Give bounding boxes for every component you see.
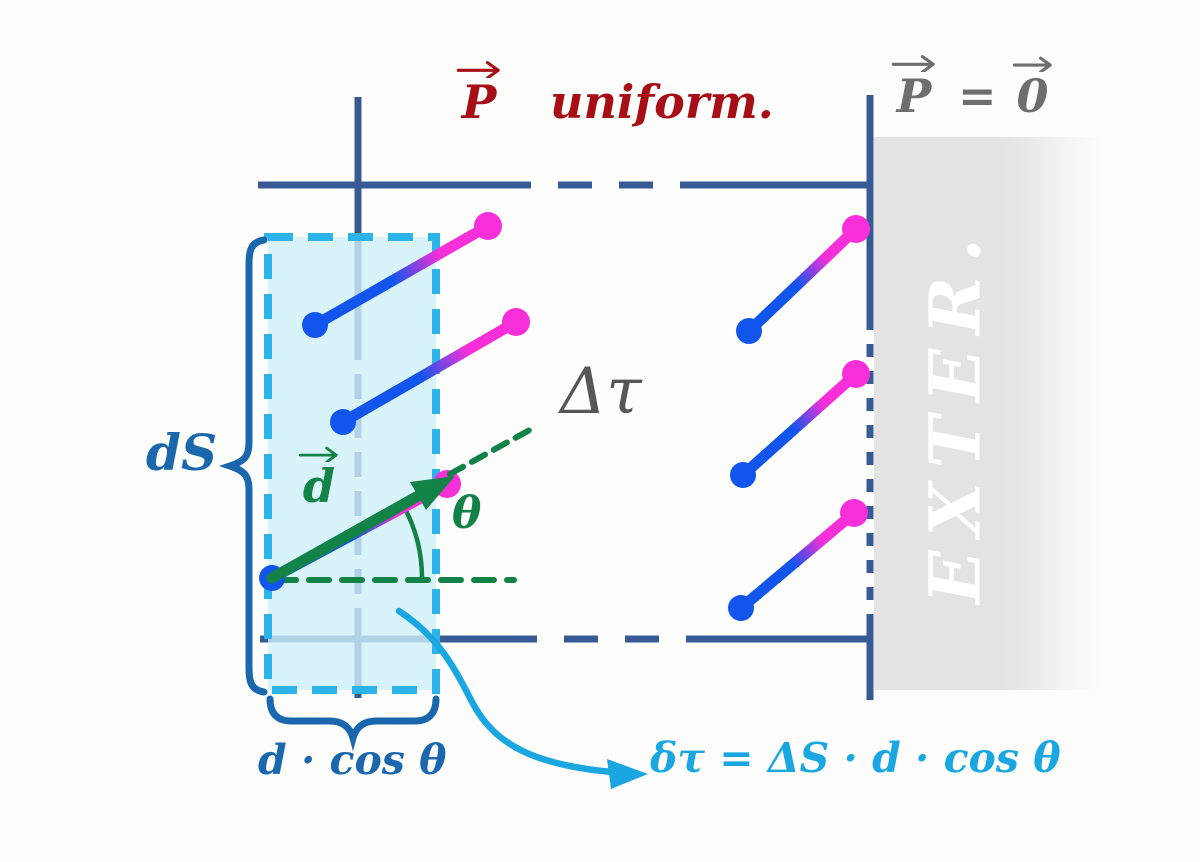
surface-element-label: dS	[146, 423, 218, 482]
positive-charge-dot	[474, 212, 502, 240]
dipole-line	[312, 221, 491, 330]
projection-label: d · cos θ	[258, 736, 447, 784]
positive-charge-dot	[840, 499, 868, 527]
vector-arrow-icon	[298, 446, 338, 462]
ds-brace	[218, 236, 268, 696]
vector-arrow-icon	[1012, 56, 1052, 72]
p-vector-symbol: P	[450, 58, 508, 125]
projection-underbrace	[266, 695, 440, 752]
dipole-line	[340, 317, 519, 427]
volume-element-label: Δτ	[560, 355, 642, 429]
dipole-line	[745, 225, 860, 335]
displacement-vector-label: d	[290, 444, 348, 509]
negative-charge-dot	[728, 595, 754, 621]
dipole-line	[737, 508, 858, 613]
formula-callout-arrow	[395, 607, 648, 789]
surface-slab-border	[264, 233, 440, 694]
exterior-region: EXTER.	[874, 137, 1100, 690]
polarization-uniform-label: P uniform.	[450, 58, 774, 125]
zero-vector-symbol: 0	[1012, 54, 1053, 119]
angle-label: θ	[452, 488, 482, 539]
dipole-line	[739, 369, 860, 480]
negative-charge-dot	[730, 462, 756, 488]
positive-charge-dot	[842, 215, 870, 243]
positive-charge-dot	[842, 360, 870, 388]
positive-charge-dot	[502, 308, 530, 336]
negative-charge-dot	[736, 318, 762, 344]
negative-charge-dot	[330, 409, 356, 435]
p-vector-symbol: P	[886, 52, 942, 119]
vector-arrow-icon	[456, 61, 500, 78]
polarization-zero-label: P = 0	[886, 52, 1053, 119]
displacement-arrow	[266, 424, 538, 584]
volume-formula-label: δτ = ΔS · d · cos θ	[650, 734, 1061, 782]
braces	[218, 236, 440, 752]
vector-arrow-icon	[891, 55, 935, 72]
negative-charge-dot	[302, 312, 328, 338]
